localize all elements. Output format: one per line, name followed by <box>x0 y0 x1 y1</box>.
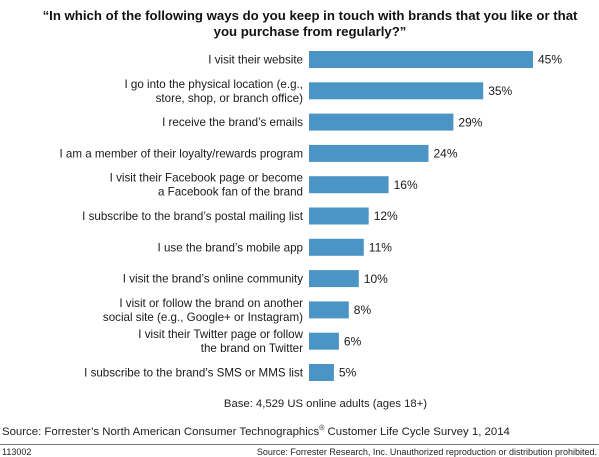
category-label-line: I subscribe to the brand’s SMS or MMS li… <box>84 367 304 380</box>
category-label: I receive the brand’s emails <box>162 116 303 129</box>
category-label: I visit or follow the brand on another so… <box>103 297 303 324</box>
value-label: 45% <box>538 53 562 67</box>
value-label: 11% <box>369 241 392 255</box>
chart-title: “In which of the following ways do you k… <box>42 8 578 39</box>
category-label: I visit the brand’s online community <box>123 273 303 286</box>
source-prefix: Source: Forrester’s North American Consu… <box>2 425 320 438</box>
value-label: 24% <box>434 147 458 161</box>
category-label-line: I visit their Facebook page or become <box>110 172 303 185</box>
category-label-line: I subscribe to the brand’s postal mailin… <box>82 210 304 223</box>
footer-divider <box>0 444 599 445</box>
category-label-line: I use the brand’s mobile app <box>158 241 303 254</box>
bar <box>309 51 533 68</box>
footer-copyright: Source: Forrester Research, Inc. Unautho… <box>256 447 597 457</box>
bar <box>309 364 334 381</box>
category-label: I visit their Facebook page or become a F… <box>110 172 303 199</box>
bar <box>309 207 369 225</box>
bar <box>309 301 349 319</box>
category-label-line: I visit their website <box>208 54 303 67</box>
value-label: 16% <box>394 178 418 192</box>
bar <box>309 82 484 100</box>
category-label: I use the brand’s mobile app <box>158 241 303 254</box>
value-label: 6% <box>344 334 362 348</box>
category-label-line: a Facebook fan of the brand <box>158 186 303 199</box>
category-label-line: I visit or follow the brand on another <box>119 297 303 310</box>
bar-chart: 45% I visit their website 35% I go into the… <box>59 51 562 381</box>
bar <box>309 332 339 350</box>
source-suffix: Customer Life Cycle Survey 1, 2014 <box>324 425 510 438</box>
category-label-line: I visit their Twitter page or follow <box>138 328 303 341</box>
category-label-line: social site (e.g., Google+ or Instagram) <box>103 311 303 324</box>
base-note: Base: 4,529 US online adults (ages 18+) <box>223 398 428 410</box>
category-label-line: store, shop, or branch office) <box>156 92 304 105</box>
category-label-line: I go into the physical location (e.g., <box>124 78 303 91</box>
value-label: 10% <box>364 272 388 286</box>
category-label-line: I am a member of their loyalty/rewards p… <box>59 147 303 160</box>
category-label-line: the brand on Twitter <box>201 342 303 355</box>
category-label: I go into the physical location (e.g., st… <box>124 78 303 105</box>
category-label-line: I receive the brand’s emails <box>162 116 303 129</box>
category-label: I subscribe to the brand’s postal mailin… <box>82 210 304 223</box>
footer-code: 113002 <box>2 447 32 457</box>
value-label: 5% <box>339 366 357 380</box>
category-label: I visit their website <box>208 54 303 67</box>
source-line: Source: Forrester’s North American Consu… <box>2 425 510 438</box>
category-label: I subscribe to the brand’s SMS or MMS li… <box>84 367 304 380</box>
value-label: 35% <box>488 84 512 98</box>
bar <box>309 113 454 131</box>
category-label-line: I visit the brand’s online community <box>123 273 303 286</box>
bar <box>309 238 364 256</box>
value-label: 29% <box>458 115 482 129</box>
category-label: I visit their Twitter page or follow the … <box>138 328 303 355</box>
value-label: 12% <box>374 209 398 223</box>
bar <box>309 270 359 288</box>
bar <box>309 176 389 194</box>
bar <box>309 144 429 162</box>
category-label: I am a member of their loyalty/rewards p… <box>59 147 303 160</box>
registered-mark: ® <box>319 425 325 432</box>
value-label: 8% <box>354 303 372 317</box>
